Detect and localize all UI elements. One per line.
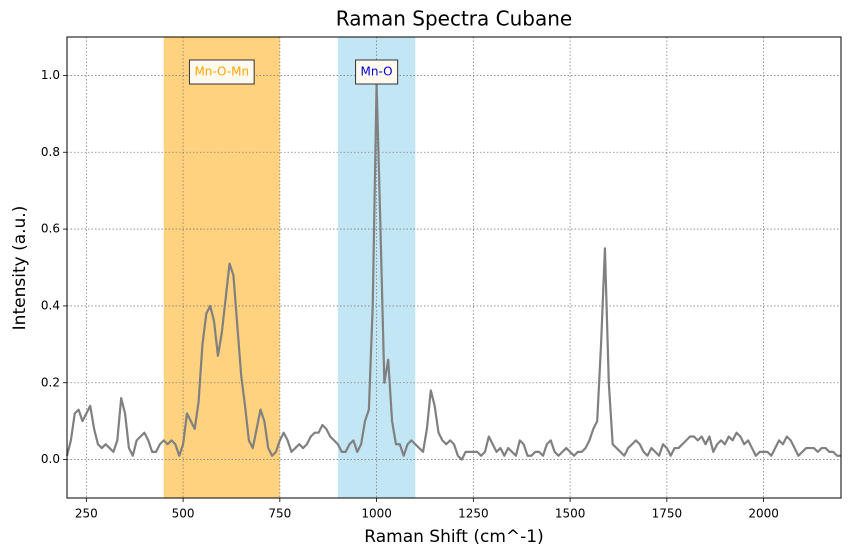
x-tick-label: 750 xyxy=(268,507,291,521)
span-label: Mn-O xyxy=(361,65,393,79)
span-label: Mn-O-Mn xyxy=(194,65,249,79)
x-axis-label: Raman Shift (cm^-1) xyxy=(364,527,543,547)
chart-title: Raman Spectra Cubane xyxy=(336,7,572,31)
x-tick-label: 250 xyxy=(75,507,98,521)
y-axis-label: Intensity (a.u.) xyxy=(10,206,30,331)
y-tick-label: 0.0 xyxy=(41,452,60,466)
y-tick-label: 0.4 xyxy=(41,298,60,312)
spectrum-line xyxy=(65,82,841,461)
annotation-box xyxy=(188,59,255,85)
x-tick-label: 500 xyxy=(172,507,195,521)
plot-frame xyxy=(66,36,842,499)
x-tick-label: 1500 xyxy=(555,507,586,521)
annotation-box xyxy=(355,59,399,85)
y-tick-label: 0.8 xyxy=(41,145,60,159)
y-tick-label: 1.0 xyxy=(41,68,60,82)
x-tick-label: 2000 xyxy=(748,507,779,521)
highlight-band xyxy=(163,37,280,498)
x-tick-label: 1000 xyxy=(361,507,392,521)
x-tick-label: 1750 xyxy=(652,507,683,521)
x-tick-label: 1250 xyxy=(458,507,489,521)
y-tick-label: 0.2 xyxy=(41,375,60,389)
y-tick-label: 0.6 xyxy=(41,222,60,236)
